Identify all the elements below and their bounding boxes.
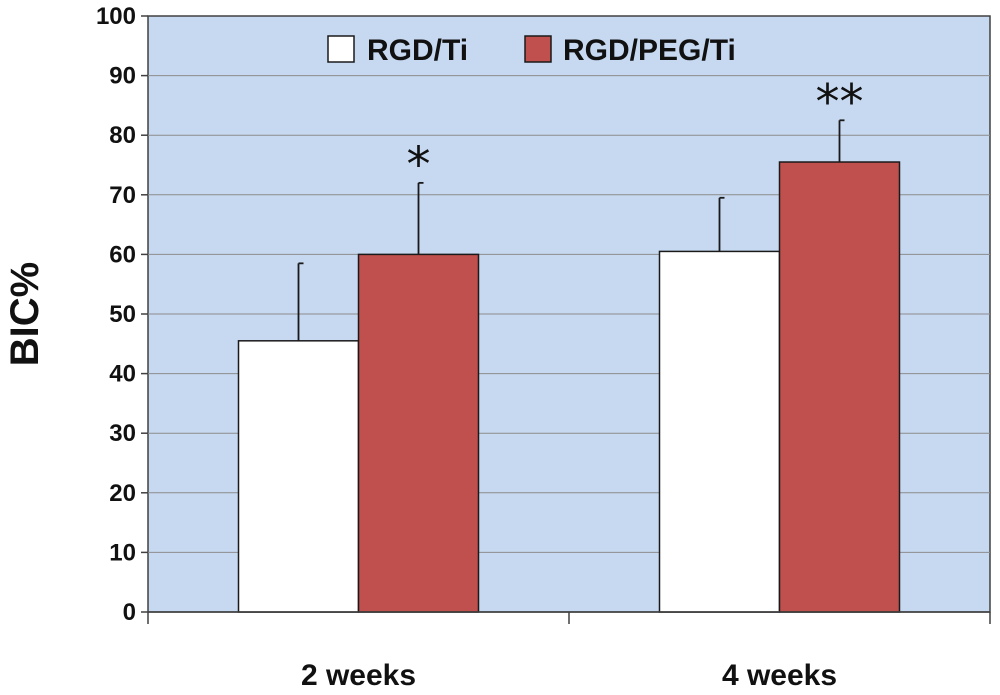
y-tick-label: 20 xyxy=(109,480,136,507)
y-tick-label: 90 xyxy=(109,63,136,90)
significance-asterisk: * xyxy=(407,137,431,193)
y-tick-label: 10 xyxy=(109,539,136,566)
x-tick-labels: 2 weeks 4 weeks xyxy=(301,659,837,692)
x-tick-label: 4 weeks xyxy=(722,659,837,692)
legend-swatch xyxy=(524,35,552,63)
significance-asterisk: ** xyxy=(816,74,864,130)
bar xyxy=(357,253,480,613)
y-tick-labels: 0 10 20 30 40 50 60 70 80 90 100 xyxy=(96,3,148,626)
bar xyxy=(778,161,901,613)
y-tick-label: 40 xyxy=(109,361,136,388)
x-tick-label: 2 weeks xyxy=(301,659,416,692)
legend: RGD/Ti RGD/PEG/Ti xyxy=(327,34,736,67)
y-tick-label: 50 xyxy=(109,301,136,328)
y-tick-label: 70 xyxy=(109,182,136,209)
bar xyxy=(658,250,781,613)
significance-markers: *** xyxy=(407,74,864,193)
x-tick-marks xyxy=(147,612,991,624)
legend-label: RGD/Ti xyxy=(367,34,468,67)
legend-label: RGD/PEG/Ti xyxy=(563,34,736,67)
legend-swatch xyxy=(327,35,355,63)
error-bars xyxy=(297,119,845,341)
y-tick-label: 30 xyxy=(109,420,136,447)
y-tick-label: 0 xyxy=(123,599,136,626)
y-axis-label: BIC% xyxy=(3,262,47,366)
bar xyxy=(237,340,360,613)
y-tick-label: 60 xyxy=(109,241,136,268)
bars xyxy=(237,161,901,613)
y-tick-label: 100 xyxy=(96,3,136,30)
y-tick-label: 80 xyxy=(109,122,136,149)
